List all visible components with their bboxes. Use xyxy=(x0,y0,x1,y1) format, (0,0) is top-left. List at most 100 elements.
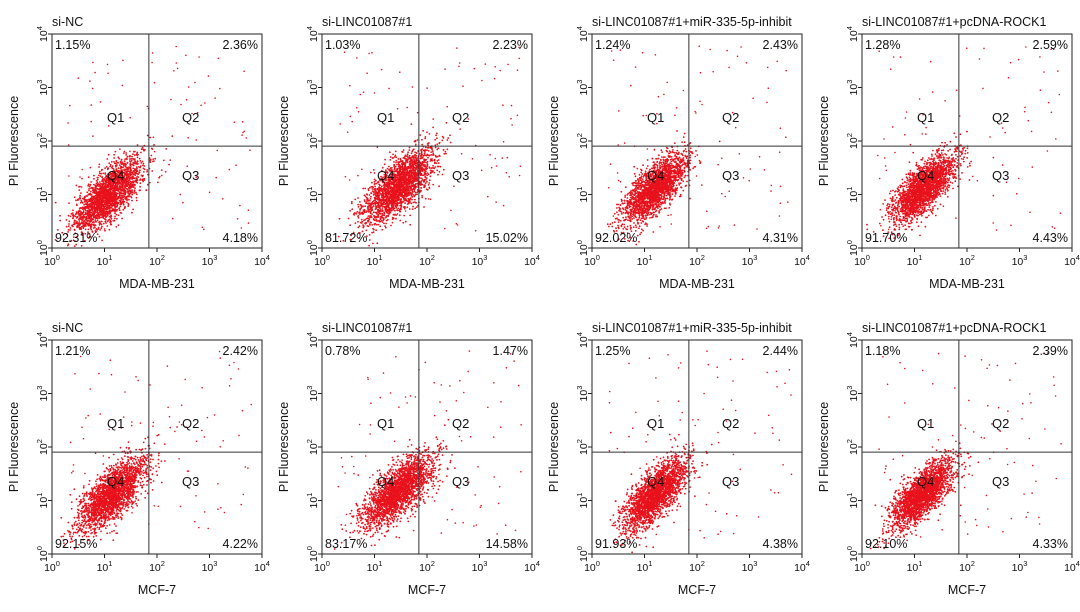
event-point xyxy=(85,216,87,219)
event-point xyxy=(404,165,407,168)
event-point xyxy=(105,177,108,180)
event-point xyxy=(384,226,387,229)
event-point xyxy=(419,171,422,174)
event-point xyxy=(104,172,107,175)
event-point xyxy=(107,205,110,207)
event-point xyxy=(121,180,123,183)
event-point xyxy=(120,199,122,202)
event-point xyxy=(90,211,93,214)
event-point xyxy=(424,154,426,157)
event-point xyxy=(374,211,377,214)
event-point xyxy=(179,193,182,196)
event-point xyxy=(444,150,447,153)
event-point xyxy=(86,202,88,205)
event-point xyxy=(106,63,109,66)
event-point xyxy=(413,173,416,176)
event-point xyxy=(350,202,353,205)
event-point xyxy=(409,200,411,203)
event-point xyxy=(97,226,100,229)
event-point xyxy=(444,68,446,70)
event-point xyxy=(245,137,247,139)
event-point xyxy=(194,81,196,84)
event-point xyxy=(170,98,172,101)
event-point xyxy=(134,162,137,165)
event-point xyxy=(399,159,402,161)
event-point xyxy=(437,173,439,176)
panel-title: si-LINC01087#1 xyxy=(322,15,412,29)
event-point xyxy=(135,191,137,194)
event-point xyxy=(78,207,81,210)
event-point xyxy=(143,179,146,182)
event-point xyxy=(420,174,423,177)
event-point xyxy=(79,215,81,217)
event-point xyxy=(424,161,426,164)
event-point xyxy=(412,177,414,180)
event-point xyxy=(380,68,383,71)
event-point xyxy=(78,189,81,192)
event-point xyxy=(367,207,369,210)
event-point xyxy=(118,157,121,160)
event-point xyxy=(401,170,404,173)
event-point xyxy=(404,155,406,158)
event-point xyxy=(80,192,82,195)
event-point xyxy=(404,220,407,223)
event-point xyxy=(375,211,378,214)
event-point xyxy=(372,205,375,207)
event-point xyxy=(396,187,399,190)
event-point xyxy=(378,195,381,197)
event-point xyxy=(349,238,352,241)
event-point xyxy=(367,189,370,192)
event-point xyxy=(441,173,444,176)
event-point xyxy=(378,190,380,193)
event-point xyxy=(347,217,350,220)
event-point xyxy=(385,192,388,195)
event-point xyxy=(130,176,133,179)
event-point xyxy=(484,63,487,65)
event-point xyxy=(385,188,387,191)
event-point xyxy=(375,202,377,204)
event-point xyxy=(139,166,142,169)
event-point xyxy=(398,214,401,217)
event-point xyxy=(408,146,411,149)
event-point xyxy=(432,167,435,169)
event-point xyxy=(104,229,106,232)
event-point xyxy=(393,195,396,197)
event-point xyxy=(646,165,649,167)
event-point xyxy=(67,231,69,233)
event-point xyxy=(123,160,126,163)
event-point xyxy=(102,200,104,203)
event-point xyxy=(84,218,87,221)
event-point xyxy=(89,208,92,211)
event-point xyxy=(150,147,153,150)
event-point xyxy=(100,223,103,226)
event-point xyxy=(425,188,428,191)
event-point xyxy=(369,208,371,211)
event-point xyxy=(382,176,384,179)
event-point xyxy=(129,160,131,162)
event-point xyxy=(373,223,376,225)
event-point xyxy=(69,104,71,107)
event-point xyxy=(146,170,149,173)
event-point xyxy=(105,166,108,168)
event-point xyxy=(408,208,411,210)
event-point xyxy=(381,181,384,184)
event-point xyxy=(404,187,407,190)
y-axis-label: PI Fluorescence xyxy=(277,96,291,186)
event-point xyxy=(407,191,410,194)
x-axis-label: MDA-MB-231 xyxy=(389,277,465,291)
event-point xyxy=(413,178,416,181)
event-point xyxy=(377,201,380,204)
event-point xyxy=(67,229,70,231)
event-point xyxy=(144,148,146,151)
event-point xyxy=(365,235,368,238)
event-point xyxy=(114,215,116,218)
event-point xyxy=(402,221,405,224)
event-point xyxy=(91,198,93,201)
event-point xyxy=(386,171,388,173)
event-point xyxy=(385,176,388,179)
x-tick-label: 101 xyxy=(97,253,113,268)
event-point xyxy=(131,183,134,186)
x-tick-label: 104 xyxy=(524,253,540,268)
q4-percentage: 81.72% xyxy=(325,231,367,245)
event-point xyxy=(437,159,440,161)
